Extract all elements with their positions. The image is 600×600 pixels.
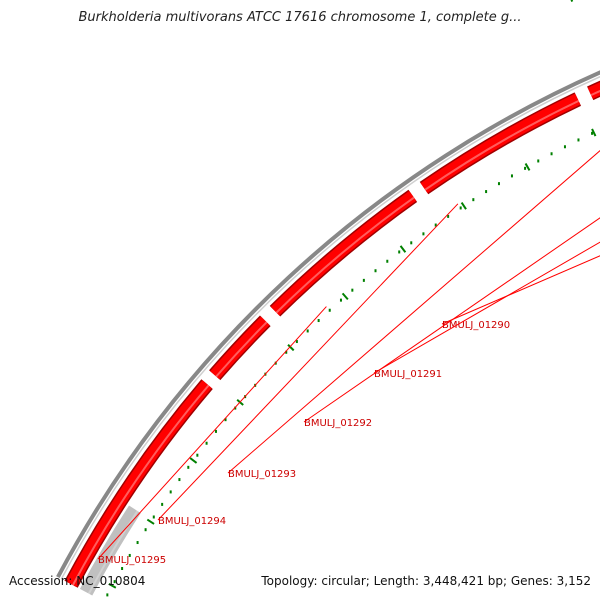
inner-tick: [485, 190, 488, 194]
inner-major-tick: [591, 128, 597, 137]
inner-tick: [374, 269, 377, 273]
inner-tick: [161, 502, 164, 506]
inner-tick: [577, 138, 580, 142]
inner-tick: [106, 593, 109, 597]
inner-tick: [328, 308, 331, 312]
inner-tick: [459, 206, 462, 210]
gene-leader-line: [373, 241, 600, 374]
inner-major-tick: [341, 292, 349, 301]
inner-tick: [362, 278, 365, 282]
inner-tick: [524, 166, 527, 170]
forward-strand-track: [64, 80, 600, 588]
gene-leader-line: [97, 306, 327, 560]
inner-tick: [205, 441, 208, 445]
forward-cds: [210, 316, 270, 380]
inner-tick: [214, 429, 217, 433]
inner-major-tick: [524, 162, 531, 171]
forward-cds: [65, 380, 212, 588]
gene-label: BMULJ_01293: [228, 469, 296, 480]
inner-tick: [410, 241, 413, 245]
gene-labels: BMULJ_01290 BMULJ_01291 BMULJ_01292 BMULJ_0…: [97, 150, 600, 566]
backbone-outer: [56, 70, 600, 579]
inner-major-tick: [460, 201, 467, 210]
inner-tick: [169, 490, 172, 494]
inner-major-tick: [189, 457, 198, 464]
inner-tick: [306, 329, 309, 333]
gene-leader-line: [441, 255, 600, 325]
inner-major-tick: [146, 518, 155, 525]
inner-tick: [472, 198, 475, 202]
genome-summary: Topology: circular; Length: 3,448,421 bp…: [261, 574, 591, 588]
forward-cds-highlight: [424, 99, 580, 191]
gene-label: BMULJ_01292: [304, 418, 372, 429]
inner-tick: [113, 580, 116, 584]
forward-cds: [420, 93, 581, 194]
accession-label: Accession: NC_010804: [9, 574, 146, 588]
reverse-strand-track: [79, 505, 141, 596]
inner-tick: [563, 145, 566, 149]
gene-leader-line: [303, 217, 600, 423]
inner-tick: [152, 515, 155, 519]
inner-tick: [537, 159, 540, 163]
inner-major-tick: [399, 245, 407, 253]
reverse-cds-5: [79, 505, 141, 596]
inner-tick: [136, 541, 139, 545]
inner-major-tick: [287, 344, 295, 352]
forward-cds-highlight: [215, 321, 268, 378]
inner-major-tick: [108, 582, 117, 589]
inner-tick: [187, 465, 190, 469]
inner-tick: [447, 214, 450, 218]
gene-leader-line: [157, 203, 459, 521]
inner-tick: [285, 350, 288, 354]
forward-cds: [270, 191, 417, 316]
forward-cds-highlight: [72, 384, 210, 586]
inner-tick: [317, 319, 320, 323]
gene-label: BMULJ_01290: [442, 320, 510, 331]
inner-tick: [295, 340, 298, 344]
ruler-major-tick: [570, 0, 574, 2]
inner-tick: [144, 528, 147, 532]
gene-label: BMULJ_01291: [374, 369, 442, 380]
inner-tick: [398, 250, 401, 254]
inner-tick: [550, 152, 553, 156]
backbone-inner: [60, 75, 600, 580]
inner-tick: [386, 259, 389, 263]
inner-tick: [351, 288, 354, 292]
chromosome-backbone: [56, 70, 600, 580]
gene-leader-line: [227, 150, 600, 474]
inner-tick: [339, 298, 342, 302]
inner-tick: [234, 406, 237, 410]
inner-tick: [510, 174, 513, 178]
gene-label: BMULJ_01295: [98, 555, 166, 566]
ruler-major-ticks: [570, 0, 574, 2]
inner-tick: [591, 131, 594, 135]
reverse-cds-sheen: [87, 510, 139, 595]
map-title: Burkholderia multivorans ATCC 17616 chro…: [78, 10, 522, 25]
inner-tick: [128, 553, 131, 557]
inner-tick: [224, 418, 227, 422]
inner-tick: [121, 567, 124, 570]
forward-cds-highlight: [275, 196, 415, 314]
gene-label: BMULJ_01294: [158, 516, 226, 527]
inner-tick: [196, 453, 199, 457]
inner-tick: [497, 182, 500, 186]
inner-tick: [434, 223, 437, 227]
inner-tick: [178, 478, 181, 482]
inner-tick: [422, 232, 425, 236]
